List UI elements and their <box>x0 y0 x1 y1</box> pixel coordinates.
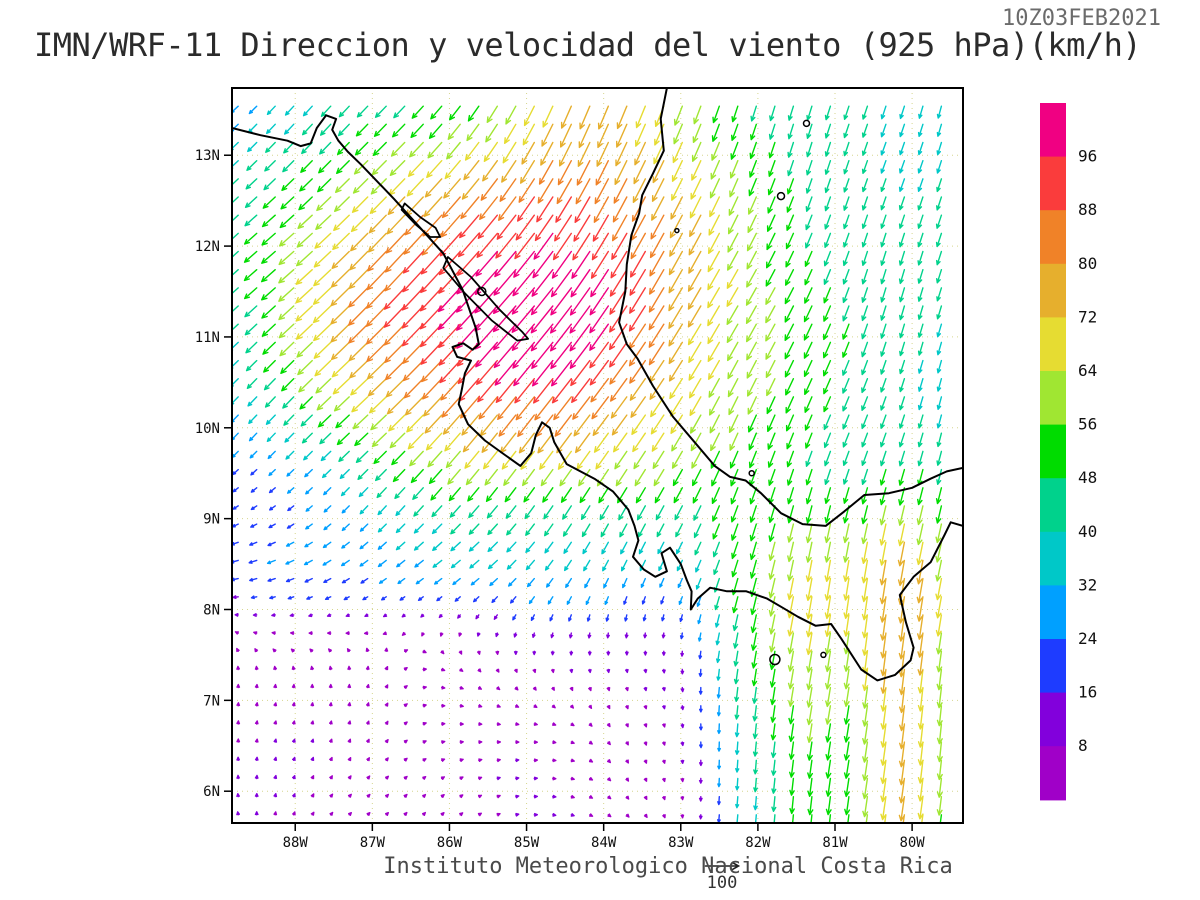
svg-text:96: 96 <box>1078 147 1097 166</box>
bocas-islet <box>748 469 755 477</box>
svg-text:7N: 7N <box>203 693 220 709</box>
reference-arrow <box>704 861 741 871</box>
svg-text:86W: 86W <box>437 835 463 851</box>
svg-text:32: 32 <box>1078 575 1097 594</box>
svg-text:80W: 80W <box>899 835 925 851</box>
ometepe <box>477 286 487 297</box>
svg-text:48: 48 <box>1078 468 1097 487</box>
svg-text:24: 24 <box>1078 629 1097 648</box>
colorbar <box>1040 103 1066 801</box>
svg-text:80: 80 <box>1078 254 1097 273</box>
chart-title: IMN/WRF-11 Direccion y velocidad del vie… <box>34 26 1142 64</box>
svg-text:8: 8 <box>1078 736 1088 755</box>
valid-time-label: 10Z03FEB2021 <box>1002 6 1161 31</box>
svg-text:82W: 82W <box>745 835 771 851</box>
corn-island <box>674 227 680 234</box>
svg-text:83W: 83W <box>668 835 694 851</box>
svg-text:81W: 81W <box>822 835 848 851</box>
svg-text:11N: 11N <box>195 330 220 346</box>
lake-managua <box>400 202 442 238</box>
svg-text:56: 56 <box>1078 415 1097 434</box>
svg-text:16: 16 <box>1078 683 1097 702</box>
graticule-dotted-grid <box>232 88 963 823</box>
wind-vectors <box>232 105 943 823</box>
reference-vector-label: 100 <box>707 873 738 893</box>
y-axis-labels: 13N 12N 11N 10N 9N 8N 7N 6N <box>195 148 232 800</box>
plot-frame <box>231 87 964 824</box>
svg-text:88: 88 <box>1078 200 1097 219</box>
credit-text: Instituto Meteorologico Nacional Costa R… <box>383 854 953 879</box>
cebaco <box>820 651 827 659</box>
svg-text:6N: 6N <box>203 784 220 800</box>
colorbar-labels: 96 88 80 72 64 56 48 40 32 24 16 8 <box>1078 147 1097 756</box>
svg-text:84W: 84W <box>591 835 617 851</box>
caribbean-coast <box>618 88 963 527</box>
svg-text:9N: 9N <box>203 512 220 528</box>
coastlines <box>232 88 963 682</box>
svg-text:13N: 13N <box>195 148 220 164</box>
pacific-coast <box>232 114 963 682</box>
svg-text:64: 64 <box>1078 361 1097 380</box>
svg-text:87W: 87W <box>360 835 386 851</box>
svg-text:10N: 10N <box>195 421 220 437</box>
coiba <box>769 653 781 666</box>
svg-text:40: 40 <box>1078 522 1097 541</box>
svg-text:8N: 8N <box>203 602 220 618</box>
x-axis-labels: 88W 87W 86W 85W 84W 83W 82W 81W 80W <box>283 823 925 851</box>
providencia <box>802 119 811 128</box>
svg-text:85W: 85W <box>514 835 540 851</box>
svg-text:72: 72 <box>1078 307 1097 326</box>
svg-text:12N: 12N <box>195 239 220 255</box>
san-andres <box>776 191 786 201</box>
svg-text:88W: 88W <box>283 835 309 851</box>
